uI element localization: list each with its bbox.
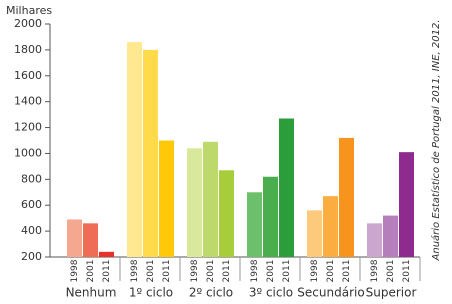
bar — [83, 223, 98, 257]
bar — [187, 148, 202, 257]
bar — [159, 140, 174, 257]
year-label: 1998 — [190, 259, 200, 282]
year-label: 2011 — [162, 260, 172, 283]
bar — [247, 192, 262, 257]
bar — [263, 176, 278, 257]
year-label: 2001 — [86, 260, 96, 283]
bar — [279, 118, 294, 257]
y-tick-label: 1000 — [14, 146, 42, 159]
year-label: 2001 — [206, 260, 216, 283]
year-label: 1998 — [130, 259, 140, 282]
year-label: 2011 — [282, 260, 292, 283]
bar — [307, 210, 322, 257]
year-label: 2001 — [326, 260, 336, 283]
y-tick-label: 400 — [21, 224, 42, 237]
bar — [127, 42, 142, 257]
bar — [323, 196, 338, 257]
y-tick-label: 1200 — [14, 121, 42, 134]
year-label: 1998 — [370, 259, 380, 282]
x-tick-label: Secundário — [297, 286, 364, 300]
y-tick-label: 200 — [21, 250, 42, 263]
bar — [399, 152, 414, 257]
source-note: Anuário Estatístico de Portugal 2011, IN… — [430, 20, 442, 262]
bar — [143, 49, 158, 258]
bar — [219, 170, 234, 257]
bar — [203, 141, 218, 257]
year-label: 2001 — [386, 260, 396, 283]
bar — [383, 215, 398, 257]
year-label: 2011 — [402, 260, 412, 283]
year-label: 1998 — [250, 259, 260, 282]
x-tick-label: 3º ciclo — [249, 286, 293, 300]
year-label: 2001 — [266, 260, 276, 283]
y-axis-label: Milhares — [6, 4, 52, 17]
year-label: 1998 — [310, 259, 320, 282]
bar — [99, 251, 114, 257]
y-tick-label: 800 — [21, 172, 42, 185]
x-tick-label: 2º ciclo — [189, 286, 233, 300]
year-label: 2001 — [146, 260, 156, 283]
y-tick-label: 2000 — [14, 17, 42, 30]
year-label: 1998 — [70, 259, 80, 282]
year-label: 2011 — [102, 260, 112, 283]
bar — [367, 223, 382, 257]
bar — [67, 219, 82, 257]
bar — [339, 137, 354, 257]
y-tick-label: 1600 — [14, 69, 42, 82]
y-tick-label: 600 — [21, 198, 42, 211]
x-tick-label: 1º ciclo — [129, 286, 173, 300]
year-label: 2011 — [222, 260, 232, 283]
year-label: 2011 — [342, 260, 352, 283]
y-tick-label: 1400 — [14, 95, 42, 108]
x-tick-label: Superior — [366, 286, 417, 300]
x-tick-label: Nenhum — [66, 286, 117, 300]
y-tick-label: 1800 — [14, 43, 42, 56]
